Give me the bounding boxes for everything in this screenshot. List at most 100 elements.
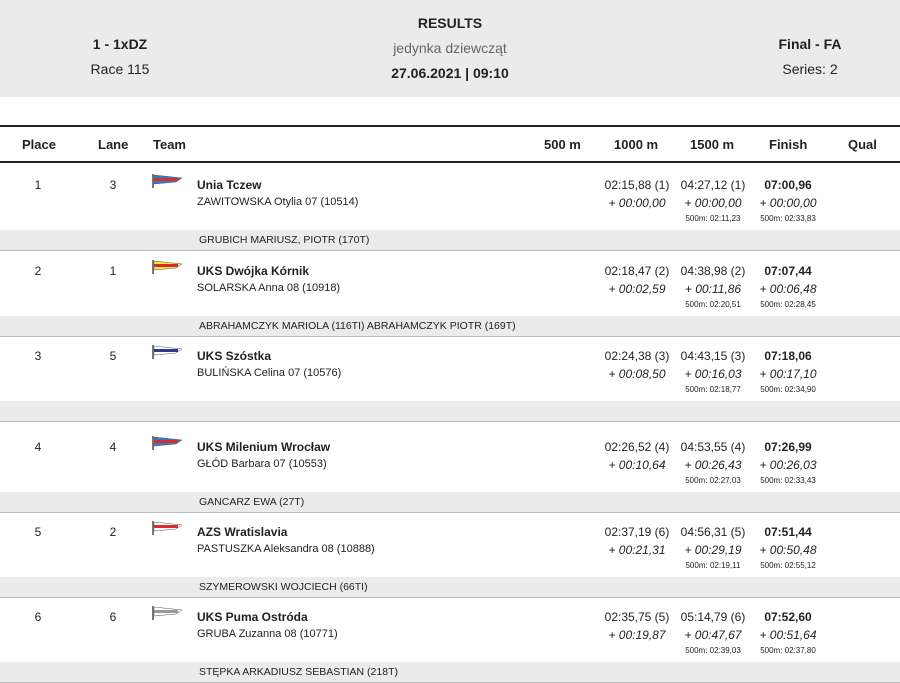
split-1000m: 02:37,19 (6) [604,525,670,539]
race-series: Series: 2 [782,61,838,77]
pace-1500m: 500m: 02:27,03 [685,476,741,485]
split-1500m: 05:14,79 (6) [680,610,746,624]
coach-names: ABRAHAMCZYK MARIOLA (116TI) ABRAHAMCZYK … [199,320,516,332]
finish-diff: + 00:26,03 [759,458,817,472]
pace-1500m: 500m: 02:18,77 [685,385,741,394]
lane-cell: 3 [109,178,117,192]
finish-diff: + 00:00,00 [759,196,817,210]
table-row: 1 3 Unia Tczew ZAWITOWSKA Otylia 07 (10514)… [0,162,900,248]
place-cell: 3 [34,349,42,363]
club-flag-icon [152,174,183,188]
lane-cell: 5 [109,349,117,363]
club-flag-icon [152,606,183,620]
finish-time: 07:07,44 [764,264,812,278]
coach-row: SZYMEROWSKI WOJCIECH (66TI) [0,577,900,598]
coach-row [0,401,900,422]
lane-cell: 4 [109,440,117,454]
event-code: 1 - 1xDZ [92,36,148,52]
split-1500m: 04:53,55 (4) [680,440,746,454]
coach-row: GANCARZ EWA (27T) [0,492,900,513]
finish-time: 07:26,99 [764,440,812,454]
col-lane: Lane [98,137,129,152]
col-1500m: 1500 m [690,137,735,152]
col-team: Team [153,137,186,152]
table-row: 3 5 UKS Szóstka BULIŃSKA Celina 07 (10576) 0… [0,333,900,419]
col-place: Place [22,137,56,152]
col-1000m: 1000 m [614,137,659,152]
finish-time: 07:18,06 [764,349,812,363]
split-1000m: 02:26,52 (4) [604,440,670,454]
club-name: UKS Puma Ostróda [197,610,308,624]
finish-pace: 500m: 02:55,12 [760,561,816,570]
club-flag-icon [152,345,183,359]
results-header: 1 - 1xDZ Race 115 RESULTS jedynka dziewc… [0,0,900,97]
place-cell: 2 [34,264,42,278]
lane-cell: 1 [109,264,117,278]
finish-diff: + 00:50,48 [759,543,817,557]
athlete-name: GŁÓD Barbara 07 (10553) [197,458,327,470]
split-1500m: 04:43,15 (3) [680,349,746,363]
race-phase: Final - FA [778,36,842,52]
club-name: UKS Szóstka [197,349,272,363]
club-flag-icon [152,521,183,535]
diff-1500m: + 00:00,00 [684,196,742,210]
event-name: jedynka dziewcząt [393,40,507,56]
finish-diff: + 00:51,64 [759,628,817,642]
club-name: AZS Wratislavia [197,525,288,539]
diff-1500m: + 00:11,86 [684,282,742,296]
finish-pace: 500m: 02:33,43 [760,476,816,485]
diff-1500m: + 00:47,67 [684,628,742,642]
diff-1500m: + 00:29,19 [684,543,742,557]
race-number: Race 115 [90,61,150,77]
pace-1500m: 500m: 02:11,23 [685,214,741,223]
athlete-name: BULIŃSKA Celina 07 (10576) [197,367,342,379]
finish-pace: 500m: 02:33,83 [760,214,816,223]
place-cell: 1 [34,178,42,192]
diff-1500m: + 00:26,43 [684,458,742,472]
athlete-name: SOLARSKA Anna 08 (10918) [197,282,341,294]
diff-1000m: + 00:19,87 [608,628,666,642]
club-flag-icon [152,260,183,274]
col-qual: Qual [848,137,877,152]
place-cell: 4 [34,440,42,454]
finish-pace: 500m: 02:37,80 [760,646,816,655]
coach-names: GRUBICH MARIUSZ, PIOTR (170T) [199,234,370,246]
finish-time: 07:51,44 [764,525,812,539]
finish-pace: 500m: 02:34,90 [760,385,816,394]
diff-1000m: + 00:10,64 [608,458,666,472]
club-name: UKS Dwójka Kórnik [197,264,310,278]
split-1000m: 02:15,88 (1) [604,178,670,192]
split-1000m: 02:18,47 (2) [604,264,670,278]
club-name: Unia Tczew [197,178,262,192]
pace-1500m: 500m: 02:19,11 [685,561,741,570]
finish-diff: + 00:06,48 [759,282,817,296]
table-row: 2 1 UKS Dwójka Kórnik SOLARSKA Anna 08 (109… [0,248,900,334]
race-datetime: 27.06.2021 | 09:10 [391,65,509,81]
club-name: UKS Milenium Wrocław [197,440,331,454]
lane-cell: 6 [109,610,117,624]
coach-names: GANCARZ EWA (27T) [199,496,305,508]
place-cell: 5 [34,525,42,539]
pace-1500m: 500m: 02:39,03 [685,646,741,655]
coach-names: STĘPKA ARKADIUSZ SEBASTIAN (218T) [199,666,398,678]
coach-row: ABRAHAMCZYK MARIOLA (116TI) ABRAHAMCZYK … [0,316,900,337]
diff-1000m: + 00:08,50 [608,367,666,381]
split-1500m: 04:27,12 (1) [680,178,746,192]
finish-pace: 500m: 02:28,45 [760,300,816,309]
coach-row: GRUBICH MARIUSZ, PIOTR (170T) [0,230,900,251]
diff-1000m: + 00:00,00 [608,196,666,210]
split-1000m: 02:24,38 (3) [604,349,670,363]
split-1500m: 04:38,98 (2) [680,264,746,278]
club-flag-icon [152,436,183,450]
athlete-name: GRUBA Zuzanna 08 (10771) [197,628,338,640]
coach-names: SZYMEROWSKI WOJCIECH (66TI) [199,581,368,593]
diff-1500m: + 00:16,03 [684,367,742,381]
split-1000m: 02:35,75 (5) [604,610,670,624]
finish-time: 07:52,60 [764,610,812,624]
diff-1000m: + 00:02,59 [608,282,666,296]
page-title: RESULTS [417,15,483,31]
place-cell: 6 [34,610,42,624]
finish-diff: + 00:17,10 [759,367,817,381]
pace-1500m: 500m: 02:20,51 [685,300,741,309]
col-finish: Finish [769,137,808,152]
